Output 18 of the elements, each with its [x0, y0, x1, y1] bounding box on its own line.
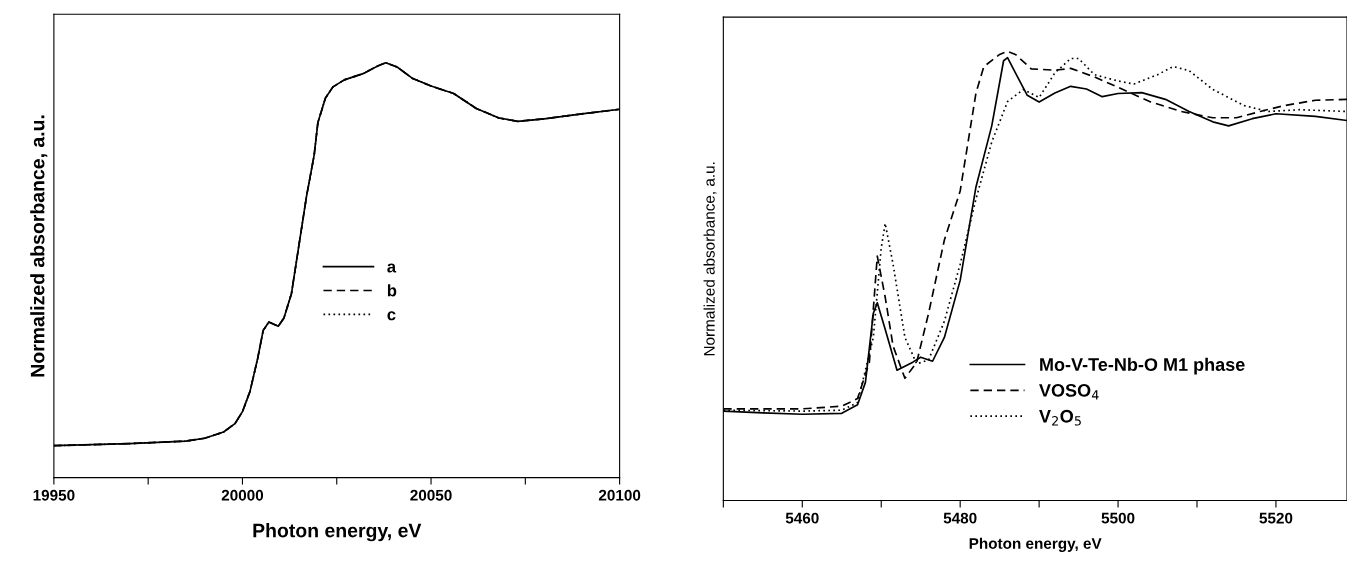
y-axis-title: Normalized absorbance, a.u. [703, 162, 717, 356]
legend-label: VOSO$_{4}$ [1039, 384, 1099, 400]
legend-label: V$_{2}$O$_{5}$ [1039, 409, 1081, 426]
y-axis-title: Normalized absorbance, a.u. [30, 115, 48, 377]
x-tick-label: 20100 [598, 489, 641, 501]
x-axis-title: Photon energy, eV [253, 523, 422, 542]
x-tick-label: 5460 [785, 512, 819, 524]
legend-label: c [387, 311, 396, 321]
legend-label: b [387, 284, 397, 297]
x-tick-label: 20050 [410, 489, 452, 501]
x-axis-title: Photon energy, eV [969, 537, 1102, 552]
legend-label: Mo-V-Te-Nb-O M1 phase [1040, 357, 1245, 375]
x-tick-label: 19950 [33, 489, 75, 501]
x-tick-label: 5500 [1101, 512, 1135, 524]
x-tick-label: 5520 [1259, 512, 1293, 524]
x-tick-label: 20000 [221, 489, 264, 501]
legend-label: a [387, 263, 397, 273]
x-tick-label: 5480 [943, 512, 977, 524]
